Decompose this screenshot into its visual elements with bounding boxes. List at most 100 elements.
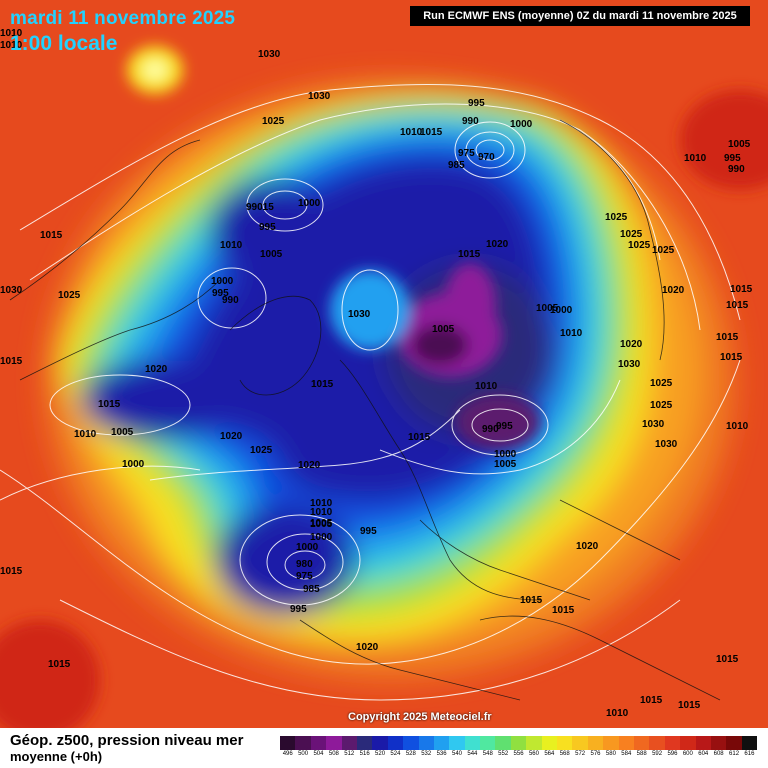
legend-cell: 608 [710,736,727,757]
pressure-label: 1015 [720,352,743,363]
pressure-label: 1020 [298,460,321,471]
legend-tick-label: 520 [375,751,386,757]
pressure-label: 1005 [111,427,134,438]
legend-tick-label: 524 [390,751,401,757]
pressure-label: 995 [724,153,741,164]
legend-swatch [572,736,588,750]
legend-cell: 516 [356,736,373,757]
pressure-label: 990 [462,116,479,127]
legend-cell: 504 [310,736,327,757]
legend-swatch [741,736,758,750]
legend-swatch [372,736,388,750]
legend-swatch [710,736,727,750]
pressure-label: 1010 [0,40,23,51]
pressure-label: 1010 [74,429,97,440]
legend-tick-label: 616 [744,751,755,757]
pressure-label: 990 [728,164,745,175]
pressure-label: 995 [290,604,307,615]
legend-cell: 532 [418,736,434,757]
pressure-label: 985 [303,584,320,595]
pressure-label: 1025 [650,400,673,411]
map-date-title: mardi 11 novembre 2025 [10,8,236,29]
legend-tick-label: 528 [405,751,416,757]
pressure-label: 1005 [728,139,751,150]
legend-swatch [495,736,511,750]
legend-cell: 512 [341,736,357,757]
pressure-label: 1000 [211,276,234,287]
legend-swatch [326,736,342,750]
pressure-label: 980 [296,559,313,570]
legend-tick-label: 596 [667,751,678,757]
run-info-banner: Run ECMWF ENS (moyenne) 0Z du mardi 11 n… [410,6,750,26]
pressure-label: 1015 [458,249,481,260]
legend-tick-label: 540 [451,751,462,757]
legend-cell: 564 [541,736,558,757]
pressure-label: 1000 [296,542,319,553]
legend-cell: 500 [295,736,311,757]
legend-cell: 548 [480,736,496,757]
pressure-label: 1010 [475,381,498,392]
legend-cell: 592 [649,736,665,757]
pressure-label: 1000 [298,198,321,209]
pressure-label: 1025 [650,378,673,389]
legend-cell: 584 [618,736,634,757]
legend-cell: 540 [449,736,465,757]
pressure-label: 975 [458,148,475,159]
legend-swatch [449,736,465,750]
legend-swatch [587,736,604,750]
pressure-label: 975 [296,571,313,582]
pressure-label: 1010 [606,708,629,719]
legend-swatch [603,736,619,750]
pressure-label: 1010 [684,153,707,164]
legend-tick-label: 572 [575,751,586,757]
legend-tick-label: 592 [652,751,663,757]
product-title: Géop. z500, pression niveau mer [10,732,244,749]
pressure-label: 995 [259,222,276,233]
pressure-label: 1030 [258,49,281,60]
legend-swatch [510,736,527,750]
legend-tick-label: 512 [344,751,355,757]
weather-map: 1010 1030 1025 1030 995 990 1000 975 970… [0,6,768,728]
legend-cell: 600 [680,736,696,757]
pressure-label: 1005 [310,518,333,529]
legend-cell: 616 [741,736,758,757]
legend-cell: 604 [695,736,711,757]
pressure-label: 1000 [510,119,533,130]
pressure-label: 995 [360,526,377,537]
pressure-label: 995 [468,98,485,109]
pressure-label: 1030 [0,285,23,296]
pressure-label: 1025 [652,245,675,256]
legend-cell: 580 [603,736,619,757]
legend-cell: 568 [557,736,573,757]
legend-swatch [680,736,696,750]
geopotential-field: 1010 1030 1025 1030 995 990 1000 975 970… [0,28,768,728]
legend-swatch [341,736,357,750]
legend-cell: 560 [526,736,542,757]
legend-swatch [403,736,419,750]
legend-swatch [480,736,496,750]
legend-tick-label: 552 [498,751,509,757]
legend-swatch [387,736,404,750]
legend-tick-label: 576 [590,751,601,757]
map-footer: Géop. z500, pression niveau mer moyenne … [0,728,768,768]
pressure-label: 1015 [678,700,701,711]
pressure-label: 1015 [420,127,443,138]
pressure-label: 970 [478,152,495,163]
pressure-label: 1015 [640,695,663,706]
legend-swatch [649,736,665,750]
legend-cell: 520 [372,736,388,757]
pressure-label: 995 [212,288,229,299]
legend-cell: 536 [433,736,450,757]
legend-cell: 556 [510,736,527,757]
legend-tick-label: 516 [359,751,370,757]
pressure-label: 1000 [122,459,145,470]
pressure-label: 995 [496,421,513,432]
legend-swatch [557,736,573,750]
legend-tick-label: 560 [528,751,539,757]
pressure-label: 1015 [726,300,749,311]
legend-swatch [418,736,434,750]
pressure-label: 1005 [432,324,455,335]
pressure-label: 1010 [726,421,749,432]
legend-tick-label: 612 [729,751,740,757]
legend-cell: 524 [387,736,404,757]
